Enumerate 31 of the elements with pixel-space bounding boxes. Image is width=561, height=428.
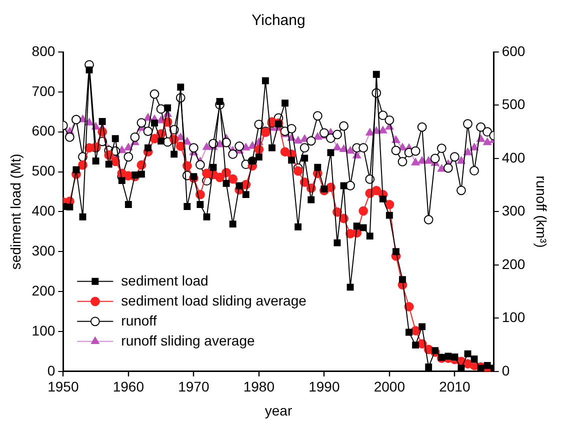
x-tick-label: 1950: [48, 378, 79, 395]
chart-title: Yichang: [252, 12, 306, 30]
x-tick-label: 1980: [243, 378, 275, 395]
y-tick-label: 500: [32, 162, 56, 179]
legend-label: runoff: [121, 312, 157, 328]
y2-tick-label: 300: [502, 202, 526, 219]
legend-label: sediment load: [121, 272, 208, 288]
y2-tick-label: 100: [502, 309, 526, 326]
legend-label: sediment load sliding average: [121, 292, 307, 308]
y2-axis-title: runoff (km³): [534, 176, 550, 248]
y-tick-label: 400: [32, 202, 56, 219]
y-tick-label: 200: [32, 282, 56, 298]
y-tick-label: 300: [32, 242, 56, 258]
y2-tick-label: 0: [502, 362, 510, 378]
x-tick-label: 1990: [308, 378, 340, 395]
x-axis-title: year: [264, 402, 292, 418]
legend-label: runoff sliding average: [121, 332, 255, 348]
x-tick-label: 1970: [178, 378, 210, 395]
y-tick-label: 0: [47, 362, 56, 378]
y2-tick-label: 400: [502, 149, 526, 166]
x-tick-label: 2010: [439, 378, 470, 395]
y2-tick-label: 500: [502, 96, 526, 112]
x-tick-label: 2000: [374, 378, 406, 395]
y2-tick-label: 600: [502, 42, 526, 59]
x-tick-label: 1960: [112, 378, 144, 395]
y2-tick-label: 200: [502, 256, 526, 272]
y-tick-label: 700: [32, 82, 56, 99]
y-tick-label: 600: [32, 122, 56, 139]
y-tick-label: 800: [32, 42, 56, 59]
y-tick-label: 100: [32, 322, 56, 338]
y-axis-title: sediment load (Mt): [7, 154, 24, 270]
